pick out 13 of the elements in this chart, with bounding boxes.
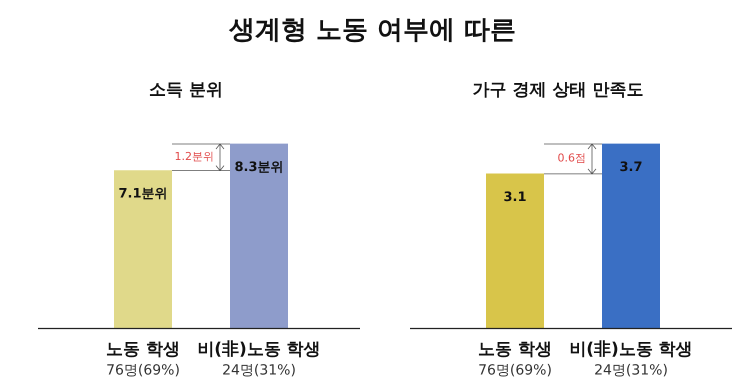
x-tick-label: 비(非)노동 학생 24명(31%) <box>569 339 693 379</box>
x-tick-label: 노동 학생 76명(69%) <box>478 339 552 379</box>
annotation: 1.2분위 <box>174 150 214 163</box>
annotation: 0.6점 <box>558 151 586 164</box>
data-label: 3.7 <box>619 160 643 176</box>
x-tick-label: 노동 학생 76명(69%) <box>106 339 180 379</box>
x-tick-label: 비(非)노동 학생 24명(31%) <box>197 339 321 379</box>
data-label: 7.1분위 <box>118 186 168 202</box>
chart-title: 생계형 노동 여부에 따른 <box>228 14 518 47</box>
data-label: 8.3분위 <box>234 160 284 176</box>
data-label: 3.1 <box>503 190 527 205</box>
chart-subtitle: 소득 분위 <box>148 79 224 101</box>
chart-subtitle: 가구 경제 상태 만족도 <box>472 79 644 101</box>
